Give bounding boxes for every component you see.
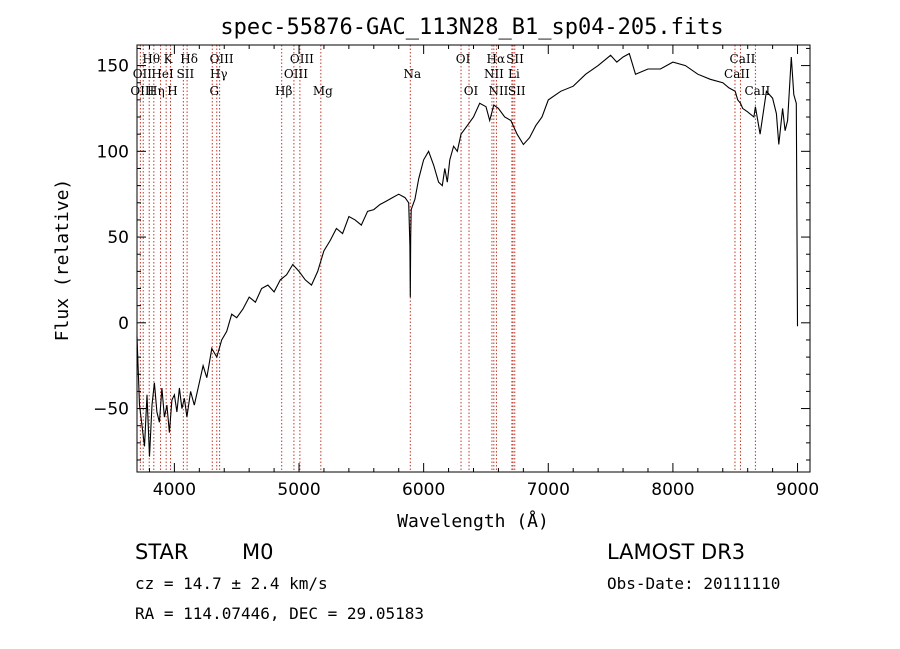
survey-name: LAMOST DR3: [607, 540, 746, 564]
spectral-line-label: SII: [508, 84, 526, 98]
spectral-line-label: NII: [488, 84, 508, 98]
x-tick-label: 6000: [402, 480, 445, 500]
y-tick-label: 0: [118, 314, 129, 334]
x-tick-label: 4000: [153, 480, 196, 500]
y-axis-label: Flux (relative): [52, 179, 73, 342]
spectral-line-label: CaII: [744, 84, 770, 98]
x-tick-label: 8000: [651, 480, 694, 500]
spectral-line-label: CaII: [730, 52, 756, 66]
spectral-line-label: Li: [508, 67, 520, 81]
y-tick-label: 100: [97, 142, 129, 162]
y-tick-label: −50: [93, 400, 129, 420]
spectral-line-label: CaII: [724, 67, 750, 81]
x-axis-label: Wavelength (Å): [397, 510, 549, 532]
spectral-line-label: OIII: [130, 84, 154, 98]
spectral-line-label: NII: [484, 67, 504, 81]
spectral-line-label: H: [167, 84, 177, 98]
spectral-line-label: Hθ: [142, 52, 160, 66]
y-tick-label: 50: [107, 228, 129, 248]
spectral-line-label: HeI: [151, 67, 174, 81]
spectral-line-label: Hβ: [275, 84, 292, 98]
plot-frame: [136, 44, 811, 473]
spectrum-series: [136, 52, 799, 457]
spectral-line-label: K: [164, 52, 174, 66]
spectral-line-label: SII: [177, 67, 195, 81]
observation-date: Obs-Date: 20111110: [607, 574, 781, 593]
sky-coordinates: RA = 114.07446, DEC = 29.05183: [135, 604, 424, 623]
spectral-line-label: Hδ: [180, 52, 198, 66]
axis-ticks: 4000 5000 6000 7000 8000 9000 −50 0 50 100 150: [93, 45, 819, 500]
spectral-line-label: OIII: [284, 67, 308, 81]
spectral-line-markers: [139, 45, 756, 472]
spectral-line-label: OII: [133, 67, 153, 81]
spectral-line-label: Na: [403, 67, 421, 81]
redshift-velocity: cz = 14.7 ± 2.4 km/s: [135, 574, 328, 593]
object-class: STAR: [135, 540, 189, 564]
spectral-line-label: G: [209, 84, 219, 98]
spectral-line-label: OIII: [210, 52, 234, 66]
x-tick-label: 7000: [527, 480, 570, 500]
chart-title: spec-55876-GAC_113N28_B1_sp04-205.fits: [220, 15, 723, 40]
object-subclass: M0: [242, 540, 274, 564]
spectral-line-label: SII: [506, 52, 524, 66]
spectral-line-label: OIII: [290, 52, 314, 66]
spectral-line-label: Hγ: [210, 67, 228, 81]
spectral-line-label: Hη: [147, 84, 165, 98]
y-tick-label: 150: [97, 57, 129, 77]
x-tick-label: 9000: [776, 480, 819, 500]
spectral-line-label: Hα: [487, 52, 506, 66]
spectral-line-label: Mg: [313, 84, 333, 98]
spectral-line-label: OI: [456, 52, 471, 66]
spectral-line-label: OI: [464, 84, 479, 98]
x-tick-label: 5000: [277, 480, 320, 500]
